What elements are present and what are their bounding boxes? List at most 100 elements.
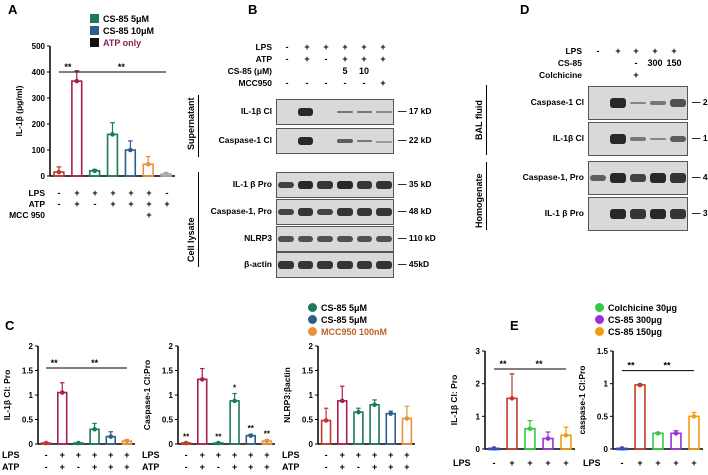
blot-image xyxy=(276,226,394,252)
y-tick-label: 500 xyxy=(32,42,46,51)
treatment-sign: + xyxy=(355,450,362,460)
blot-band xyxy=(650,101,666,105)
blot-band xyxy=(336,110,353,114)
y-tick-label: 2 xyxy=(309,342,314,351)
treatment-sign: + xyxy=(248,462,254,472)
row-label: LPS xyxy=(142,450,160,460)
blot-band xyxy=(336,208,353,216)
sig-label: ** xyxy=(51,358,59,368)
blot-band xyxy=(297,261,314,269)
treatment-sign: - xyxy=(93,199,97,209)
treatment-sign: - xyxy=(324,54,328,64)
section-label-cell-lysate: Cell lysate xyxy=(186,217,196,262)
blot-band xyxy=(356,236,373,242)
treatment-sign: + xyxy=(342,42,348,52)
row-label: ATP xyxy=(282,462,300,472)
y-axis-label: IL-1β (pg/ml) xyxy=(14,85,24,136)
data-point xyxy=(404,416,410,421)
blot-image xyxy=(276,99,394,125)
treatment-sign: + xyxy=(91,462,98,472)
row-label: ATP xyxy=(255,54,272,64)
blot-band xyxy=(376,181,393,189)
y-axis-label: caspase-1 Cl:Pro xyxy=(577,366,587,435)
treatment-sign: + xyxy=(388,450,394,460)
legend-swatch xyxy=(90,26,99,35)
blot-label: NLRP3 xyxy=(244,233,272,243)
point-label: ** xyxy=(215,433,222,442)
y-tick-label: 100 xyxy=(32,146,46,155)
treatment-sign: + xyxy=(75,450,82,460)
bar xyxy=(524,427,536,450)
blot-band xyxy=(277,181,294,189)
treatment-sign: + xyxy=(108,450,114,460)
blot-label: IL-1β Cl xyxy=(240,106,272,116)
legend-swatch xyxy=(90,14,99,23)
sig-label: ** xyxy=(91,358,99,368)
row-label: LPS xyxy=(282,450,300,460)
y-tick-label: 2 xyxy=(169,342,174,351)
blot-band xyxy=(670,209,686,219)
treatment-sign: 5 xyxy=(342,66,348,76)
y-tick-label: 0.5 xyxy=(22,416,34,425)
treatment-sign: - xyxy=(362,78,366,88)
legend-label: MCC950 100nM xyxy=(321,327,388,337)
treatment-sign: - xyxy=(57,188,61,198)
bar xyxy=(57,391,68,445)
blot-band xyxy=(610,208,626,220)
blot-band xyxy=(376,140,393,143)
blot-band xyxy=(277,208,294,216)
data-point xyxy=(673,431,679,436)
blot-band xyxy=(630,101,646,105)
blot-band xyxy=(650,137,666,141)
y-tick-label: 0 xyxy=(41,172,46,181)
legend-dot xyxy=(595,327,604,336)
y-tick-label: 2 xyxy=(29,342,34,351)
row-label: MCC950 xyxy=(238,78,272,88)
treatment-sign: + xyxy=(404,462,410,472)
kd-label: — 48 kD xyxy=(692,172,708,182)
treatment-sign: + xyxy=(388,462,394,472)
treatment-sign: + xyxy=(108,462,114,472)
row-label: LPS xyxy=(453,458,471,468)
kd-label: — 22 kD xyxy=(692,97,708,107)
y-tick-label: 1.5 xyxy=(22,367,34,376)
legend-label: ATP only xyxy=(103,38,142,48)
treatment-sign: - xyxy=(596,46,600,56)
blot-label: IL-1 β Pro xyxy=(544,208,584,218)
chart-c1: 0 0.5 1 1.5 2 IL-1β Cl: Pro ** ** xyxy=(2,342,135,449)
treatment-sign: + xyxy=(128,188,134,198)
blot-band xyxy=(317,181,334,189)
data-point xyxy=(388,411,394,416)
data-point xyxy=(199,377,205,382)
section-label-supernatant: Supernatant xyxy=(186,97,196,150)
y-tick-label: 1 xyxy=(604,380,609,389)
data-point xyxy=(183,440,189,446)
blot-band xyxy=(376,236,393,242)
legend-swatch xyxy=(90,38,99,47)
blot-band xyxy=(630,209,646,219)
y-axis-label: IL-1β Cl: Pro xyxy=(449,375,459,426)
data-point xyxy=(59,390,65,395)
blot-band xyxy=(297,107,314,117)
data-point xyxy=(527,426,533,432)
legend-dot xyxy=(595,303,604,312)
blot-band xyxy=(670,136,686,142)
data-point xyxy=(110,132,115,137)
legend-label: CS-85 300μg xyxy=(608,315,663,325)
blot-image xyxy=(276,172,394,198)
bar xyxy=(197,378,208,445)
blot-band xyxy=(630,173,646,183)
data-point xyxy=(163,171,169,177)
kd-label: — 22 kD xyxy=(398,135,432,145)
treatment-sign: - xyxy=(324,450,328,460)
treatment-sign: + xyxy=(371,450,378,460)
y-tick-label: 1.5 xyxy=(162,367,174,376)
y-tick-label: 0.5 xyxy=(162,416,174,425)
kd-label: — 17 kD xyxy=(398,106,432,116)
y-tick-label: 1 xyxy=(29,391,34,400)
blot-band xyxy=(317,208,334,216)
chart-a: 0 100 200 300 400 500 IL-1β (pg/ml) ** ** xyxy=(14,42,175,181)
chart-e2: 0 0.5 1 1.5 caspase-1 Cl:Pro ** ** xyxy=(577,347,703,454)
legend-label: CS-85 5μM xyxy=(321,303,368,313)
bar xyxy=(353,411,364,445)
